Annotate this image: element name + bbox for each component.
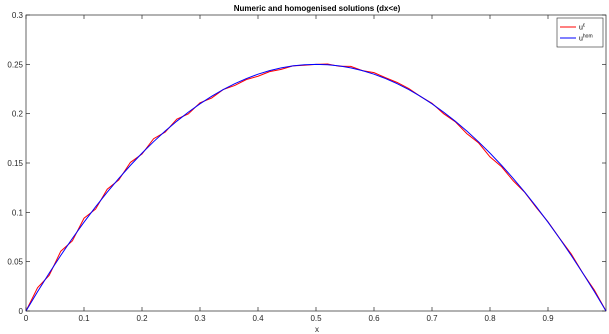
x-tick-label: 0.7 bbox=[426, 314, 438, 323]
x-tick-label: 0.3 bbox=[194, 314, 206, 323]
x-tick-label: 0 bbox=[24, 314, 29, 323]
y-tick-label: 0.05 bbox=[7, 258, 23, 267]
x-tick-label: 0.5 bbox=[310, 314, 322, 323]
x-tick-label: 0.1 bbox=[78, 314, 90, 323]
y-tick-label: 0.2 bbox=[12, 110, 24, 119]
x-tick-label: 0.4 bbox=[252, 314, 264, 323]
y-tick-label: 0.3 bbox=[12, 11, 24, 20]
y-tick-label: 0.15 bbox=[7, 159, 23, 168]
y-tick-label: 0.1 bbox=[12, 208, 24, 217]
plot-area bbox=[25, 14, 607, 312]
x-tick-label: 0.2 bbox=[136, 314, 148, 323]
chart-title: Numeric and homogenised solutions (dx<e) bbox=[234, 4, 401, 13]
x-tick-label: 0.8 bbox=[484, 314, 496, 323]
x-tick-label: 0.6 bbox=[368, 314, 380, 323]
legend: uε uhom bbox=[556, 17, 604, 48]
legend-entry: uhom bbox=[579, 34, 593, 43]
x-axis-label: x bbox=[315, 325, 319, 334]
legend-box bbox=[556, 17, 604, 48]
legend-entry: uε bbox=[579, 23, 586, 32]
x-tick-label: 0.9 bbox=[542, 314, 554, 323]
y-axis: 0 0.05 0.1 0.15 0.2 0.25 0.3 bbox=[7, 11, 606, 316]
series-line-hom bbox=[25, 63, 607, 312]
x-axis: 0 0.1 0.2 0.3 0.4 0.5 0.6 0.7 0.8 0.9 bbox=[24, 15, 554, 323]
axes-box bbox=[25, 14, 607, 312]
y-tick-label: 0 bbox=[19, 307, 24, 316]
y-tick-label: 0.25 bbox=[7, 60, 23, 69]
